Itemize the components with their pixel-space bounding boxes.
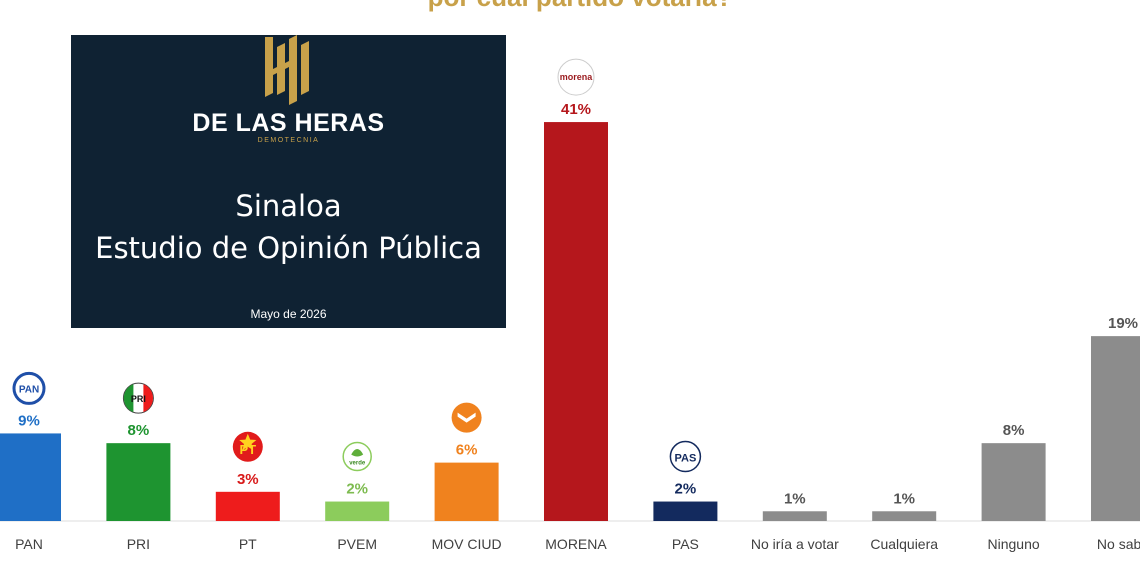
logos-group: PAN PRI PT verde morena PAS — [12, 58, 702, 473]
category-label: Ninguno — [988, 536, 1040, 552]
value-label: 1% — [893, 490, 915, 507]
bar-morena — [544, 122, 608, 521]
category-label: MOV CIUD — [432, 536, 502, 552]
bar-cualquiera — [872, 511, 937, 521]
cover-title-line2: Estudio de Opinión Pública — [95, 231, 482, 265]
svg-text:PRI: PRI — [131, 394, 146, 404]
pan-logo-icon: PAN — [12, 371, 46, 405]
pvem-logo-icon: verde — [342, 441, 372, 472]
bar-pri — [106, 443, 171, 521]
value-label: 1% — [784, 490, 806, 507]
value-label: 2% — [675, 481, 697, 498]
category-label: PRI — [127, 536, 150, 552]
category-label: PT — [239, 536, 257, 552]
pas-logo-icon: PAS — [669, 440, 702, 473]
category-label: MORENA — [545, 536, 607, 552]
bar-pvem — [325, 501, 390, 521]
value-labels-group: 9% 8% 3% 2% 6% 41% 2% 1% 1% 8% 19% — [18, 101, 1138, 507]
value-label: 6% — [456, 442, 478, 459]
category-label: PAS — [672, 536, 699, 552]
bars-group — [0, 122, 1140, 521]
pt-logo-icon: PT — [232, 431, 263, 462]
morena-logo-icon: morena — [557, 58, 595, 96]
category-label: Cualquiera — [870, 536, 938, 552]
bar-pan — [0, 433, 61, 521]
category-label: PVEM — [337, 536, 377, 552]
svg-text:PAN: PAN — [19, 384, 39, 395]
cover-title-line1: Sinaloa — [235, 189, 342, 223]
chart-title: por cual partido votaría? — [330, 0, 830, 13]
svg-text:verde: verde — [349, 461, 366, 467]
category-label: No sabe — [1097, 536, 1140, 552]
value-label: 9% — [18, 412, 40, 429]
category-label: No iría a votar — [751, 536, 839, 552]
bar-ninguno — [981, 443, 1046, 521]
value-label: 2% — [346, 481, 368, 498]
value-label: 19% — [1108, 315, 1138, 332]
value-label: 41% — [561, 101, 591, 118]
value-label: 8% — [128, 422, 150, 439]
category-labels-group: PAN PRI PT PVEM MOV CIUD MORENA PAS No iría a v… — [15, 536, 1140, 552]
movimiento-ciudadano-logo-icon — [451, 402, 482, 433]
brand-name: DE LAS HERAS — [192, 109, 385, 137]
svg-text:PT: PT — [239, 442, 256, 457]
cover-slide: DE LAS HERAS DEMOTECNIA Sinaloa Estudio … — [71, 35, 506, 328]
svg-text:morena: morena — [560, 72, 594, 82]
cover-date: Mayo de 2026 — [250, 307, 327, 321]
category-label: PAN — [15, 536, 43, 552]
value-label: 3% — [237, 471, 259, 488]
de-las-heras-logo-icon — [265, 35, 309, 105]
bar-mov-ciud — [434, 462, 499, 521]
svg-text:PAS: PAS — [674, 453, 696, 465]
bar-pt — [215, 491, 280, 521]
brand-subtitle: DEMOTECNIA — [257, 137, 320, 144]
bar-no-iría-a-votar — [762, 511, 827, 521]
value-label: 8% — [1003, 422, 1025, 439]
bar-no-sabe — [1091, 336, 1140, 521]
pri-logo-icon: PRI — [122, 382, 154, 414]
bar-pas — [653, 501, 718, 521]
